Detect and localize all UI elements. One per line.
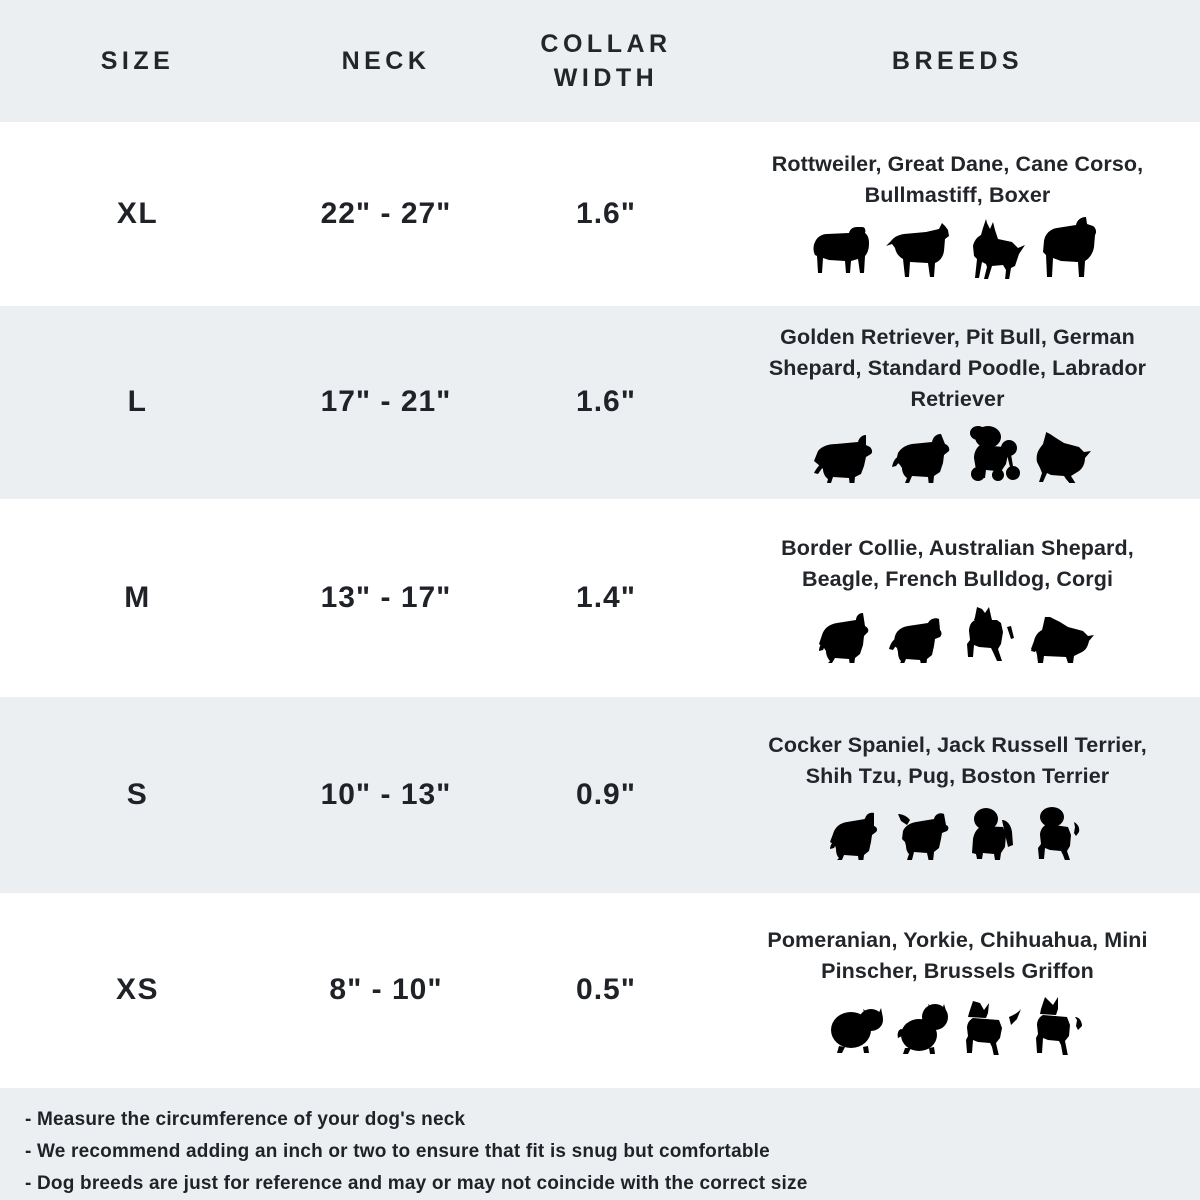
- chihuahua-silhouette-icon: [965, 1001, 1021, 1056]
- breeds-cell: Golden Retriever, Pit Bull, German Shepa…: [715, 306, 1200, 499]
- yorkie-silhouette-icon: [897, 1004, 948, 1055]
- neck-value: 17" - 21": [320, 385, 452, 419]
- collar-width-value: 1.6": [576, 385, 636, 419]
- size-cell: XS: [0, 893, 275, 1088]
- breeds-cell: Rottweiler, Great Dane, Cane Corso, Bull…: [715, 122, 1200, 305]
- column-header-collar-width-line2: WIDTH: [553, 64, 659, 93]
- neck-value: 22" - 27": [320, 197, 452, 231]
- rottweiler-silhouette-icon: [813, 227, 869, 274]
- table-row: M 13" - 17" 1.4" Border Collie, Australi…: [0, 498, 1200, 697]
- dog-silhouette-strip: [813, 421, 1102, 483]
- size-cell: XL: [0, 122, 275, 305]
- collar-width-value: 1.6": [576, 197, 636, 231]
- size-cell: L: [0, 306, 275, 499]
- table-row: L 17" - 21" 1.6" Golden Retriever, Pit B…: [0, 305, 1200, 499]
- table-row: XL 22" - 27" 1.6" Rottweiler, Great Dane…: [0, 122, 1200, 306]
- collar-width-cell: 0.5": [497, 893, 715, 1088]
- neck-value: 8" - 10": [329, 973, 443, 1007]
- breeds-cell: Cocker Spaniel, Jack Russell Terrier, Sh…: [715, 697, 1200, 893]
- corgi-silhouette-icon: [1030, 616, 1094, 663]
- great-dane-silhouette-icon: [885, 223, 949, 278]
- cocker-spaniel-silhouette-icon: [829, 812, 877, 860]
- dog-silhouette-strip: [829, 798, 1086, 860]
- breeds-cell: Border Collie, Australian Shepard, Beagl…: [715, 499, 1200, 697]
- column-header-breeds: BREEDS: [891, 47, 1024, 76]
- collar-width-cell: 1.6": [497, 122, 715, 305]
- neck-cell: 17" - 21": [275, 306, 497, 499]
- beagle-silhouette-icon: [888, 617, 941, 663]
- neck-cell: 22" - 27": [275, 122, 497, 305]
- pug-silhouette-icon: [1037, 806, 1079, 860]
- mini-pinscher-silhouette-icon: [1035, 997, 1082, 1056]
- collar-width-value: 0.9": [576, 777, 636, 811]
- column-header-collar-width-line1: COLLAR: [540, 30, 672, 59]
- doberman-silhouette-icon: [972, 219, 1025, 280]
- size-label: XL: [116, 197, 159, 231]
- golden-retriever-silhouette-icon: [813, 434, 872, 483]
- column-header-neck: NECK: [341, 47, 431, 76]
- labrador-silhouette-icon: [891, 433, 949, 483]
- jack-russell-terrier-silhouette-icon: [897, 813, 948, 860]
- size-label: S: [126, 777, 149, 811]
- border-collie-silhouette-icon: [818, 612, 868, 663]
- neck-value: 10" - 13": [320, 777, 452, 811]
- poodle-silhouette-icon: [969, 425, 1020, 481]
- breeds-text: Golden Retriever, Pit Bull, German Shepa…: [768, 324, 1147, 411]
- collar-width-cell: 1.4": [497, 499, 715, 697]
- size-label: XS: [115, 973, 160, 1007]
- breeds-text: Rottweiler, Great Dane, Cane Corso, Bull…: [771, 152, 1144, 208]
- footer-note: - Dog breeds are just for reference and …: [25, 1173, 808, 1194]
- footer-notes: - Measure the circumference of your dog'…: [0, 1088, 1200, 1200]
- collar-width-value: 1.4": [576, 580, 636, 614]
- dog-silhouette-strip: [829, 993, 1087, 1056]
- size-label: M: [124, 580, 151, 614]
- bullmastiff-silhouette-icon: [1042, 217, 1096, 278]
- size-cell: M: [0, 499, 275, 697]
- collar-width-cell: 1.6": [497, 306, 715, 499]
- french-bulldog-silhouette-icon: [966, 606, 1014, 661]
- shih-tzu-silhouette-icon: [971, 807, 1013, 860]
- neck-cell: 13" - 17": [275, 499, 497, 697]
- neck-value: 13" - 17": [320, 580, 452, 614]
- footer-note: - Measure the circumference of your dog'…: [25, 1109, 466, 1130]
- collar-width-value: 0.5": [576, 973, 636, 1007]
- column-header-size: SIZE: [100, 47, 175, 76]
- dog-silhouette-strip: [818, 601, 1097, 663]
- german-shepard-silhouette-icon: [1036, 431, 1091, 483]
- breeds-text: Border Collie, Australian Shepard, Beagl…: [781, 535, 1134, 591]
- breeds-text: Pomeranian, Yorkie, Chihuahua, Mini Pins…: [767, 928, 1148, 984]
- neck-cell: 8" - 10": [275, 893, 497, 1088]
- table-header-row: SIZE NECK COLLAR WIDTH BREEDS: [0, 0, 1200, 123]
- size-label: L: [127, 385, 148, 419]
- dog-silhouette-strip: [810, 217, 1106, 280]
- column-header-collar-width: COLLAR WIDTH: [497, 27, 715, 95]
- collar-width-cell: 0.9": [497, 697, 715, 893]
- table-row: XS 8" - 10" 0.5" Pomeranian, Yorkie, Chi…: [0, 892, 1200, 1088]
- footer-note: - We recommend adding an inch or two to …: [25, 1141, 770, 1162]
- table-row: S 10" - 13" 0.9" Cocker Spaniel, Jack Ru…: [0, 696, 1200, 893]
- pomeranian-silhouette-icon: [830, 1008, 883, 1054]
- size-cell: S: [0, 697, 275, 893]
- breeds-cell: Pomeranian, Yorkie, Chihuahua, Mini Pins…: [715, 893, 1200, 1088]
- neck-cell: 10" - 13": [275, 697, 497, 893]
- breeds-text: Cocker Spaniel, Jack Russell Terrier, Sh…: [768, 732, 1147, 788]
